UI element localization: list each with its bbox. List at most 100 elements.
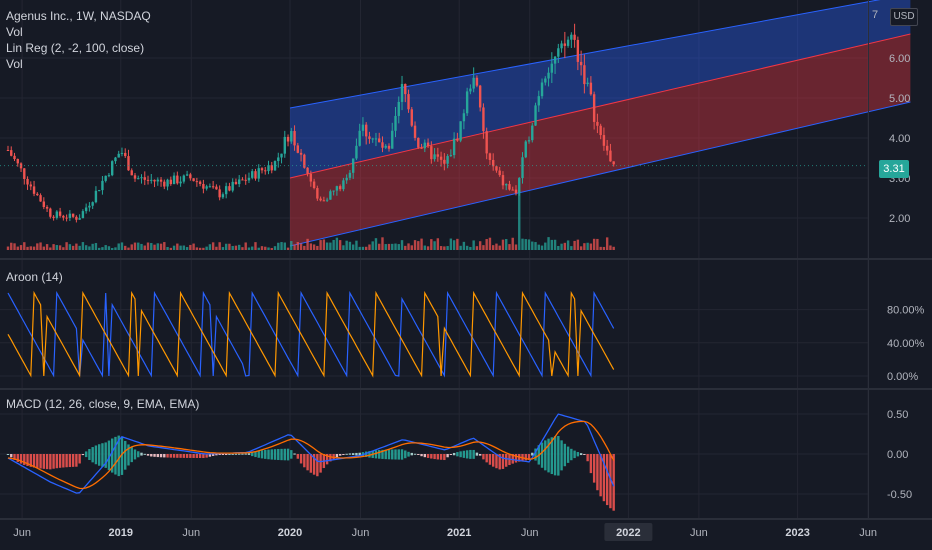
candle-body [508, 184, 511, 190]
volume-bar [75, 243, 78, 250]
candle-body [400, 83, 404, 102]
macd-histogram-bar [456, 452, 459, 457]
candle-body [417, 137, 420, 148]
candle-body [459, 121, 462, 141]
candle-body [371, 138, 374, 140]
indicator-vol[interactable]: Vol [6, 25, 23, 39]
candle-body [478, 85, 482, 108]
macd-histogram-bar [267, 449, 270, 460]
macd-title[interactable]: MACD (12, 26, close, 9, EMA, EMA) [6, 397, 200, 411]
candle-body [202, 183, 205, 189]
aroon-legend[interactable]: Aroon (14) [6, 269, 63, 285]
candle-body [550, 63, 554, 73]
macd-histogram-bar [84, 451, 88, 458]
macd-histogram-bar [6, 454, 10, 455]
candle-body [81, 211, 85, 219]
macd-histogram-bar [195, 454, 199, 458]
candle-body [316, 188, 319, 199]
volume-bar [397, 244, 400, 250]
volume-bar [316, 245, 319, 250]
macd-legend[interactable]: MACD (12, 26, close, 9, EMA, EMA) [6, 396, 199, 412]
volume-bar [374, 238, 378, 250]
macd-histogram-bar [127, 444, 130, 466]
aroon-title[interactable]: Aroon (14) [6, 270, 63, 284]
macd-histogram-bar [124, 440, 127, 470]
volume-bar [329, 242, 332, 250]
macd-histogram-bar [488, 454, 492, 465]
volume-bar [426, 246, 430, 250]
volume-bar [609, 245, 612, 250]
macd-histogram-bar [10, 454, 13, 458]
macd-histogram-bar [176, 454, 179, 458]
candle-body [179, 181, 182, 184]
candle-body [488, 153, 492, 160]
volume-bar [400, 240, 404, 250]
candle-body [557, 48, 560, 57]
volume-bar [254, 242, 257, 250]
volume-bar [413, 240, 417, 250]
macd-histogram-bar [13, 454, 16, 460]
macd-line [7, 413, 615, 494]
volume-bar [166, 246, 169, 250]
volume-bar [290, 241, 293, 250]
candle-body [91, 202, 94, 206]
macd-axis-label: 0.50 [887, 409, 908, 421]
volume-bar [39, 242, 42, 250]
aroon-axis-label: 80.00% [887, 305, 925, 317]
candle-body [247, 177, 251, 181]
candle-body [397, 101, 400, 116]
candle-body [592, 94, 596, 122]
price-candles[interactable] [0, 23, 868, 223]
macd-histogram-bar [71, 454, 75, 467]
volume-bar [107, 246, 111, 250]
volume-bar [407, 243, 410, 250]
volume-bar [218, 242, 221, 250]
time-axis-label: 2021 [447, 527, 471, 539]
macd-histogram-bar [88, 448, 91, 461]
macd-histogram-bar [260, 450, 264, 459]
macd-histogram-bar [478, 454, 482, 456]
macd-histogram-bar [358, 452, 361, 456]
volume-bar [133, 242, 137, 250]
volume-bar [10, 242, 13, 250]
macd-histogram-bar [179, 454, 182, 458]
candle-body [596, 121, 599, 126]
macd-histogram-bar [534, 448, 537, 461]
macd-histogram-bar [166, 454, 169, 458]
candle-body [531, 125, 534, 141]
macd-histogram-bar [348, 453, 352, 455]
macd-histogram-bar [277, 448, 280, 461]
volume-bar [179, 245, 182, 250]
volume-bar [531, 241, 534, 250]
candle-body [293, 131, 296, 146]
symbol-title[interactable]: Agenus Inc., 1W, NASDAQ [6, 9, 151, 23]
volume-bar [446, 246, 449, 250]
volume-bar [570, 246, 573, 250]
macd-histogram-bar [570, 448, 573, 461]
macd-histogram-bar [91, 447, 94, 463]
volume-bar [88, 246, 91, 250]
indicator-linreg[interactable]: Lin Reg (2, -2, 100, close) [6, 41, 145, 55]
volume-bar [508, 244, 511, 250]
candle-body [342, 180, 345, 190]
macd-histogram-bar [81, 454, 85, 456]
time-axis-label: Jun [521, 527, 539, 539]
candle-body [612, 161, 615, 165]
candle-body [84, 207, 88, 212]
indicator-vol-2[interactable]: Vol [6, 57, 23, 71]
macd-histogram-bar [351, 453, 355, 456]
candle-body [55, 211, 59, 218]
macd-histogram-bar [36, 454, 39, 469]
volume-bar [215, 246, 218, 250]
time-axis-label: Jun [859, 527, 877, 539]
pane-separators [0, 0, 932, 520]
currency-selector[interactable]: USD [890, 8, 918, 26]
volume-bar [319, 240, 322, 250]
volume-bar [433, 241, 436, 250]
macd-histogram-bar [602, 454, 606, 502]
volume-bar [211, 242, 215, 250]
volume-bar [45, 244, 49, 250]
macd-histogram-bar [469, 449, 472, 459]
